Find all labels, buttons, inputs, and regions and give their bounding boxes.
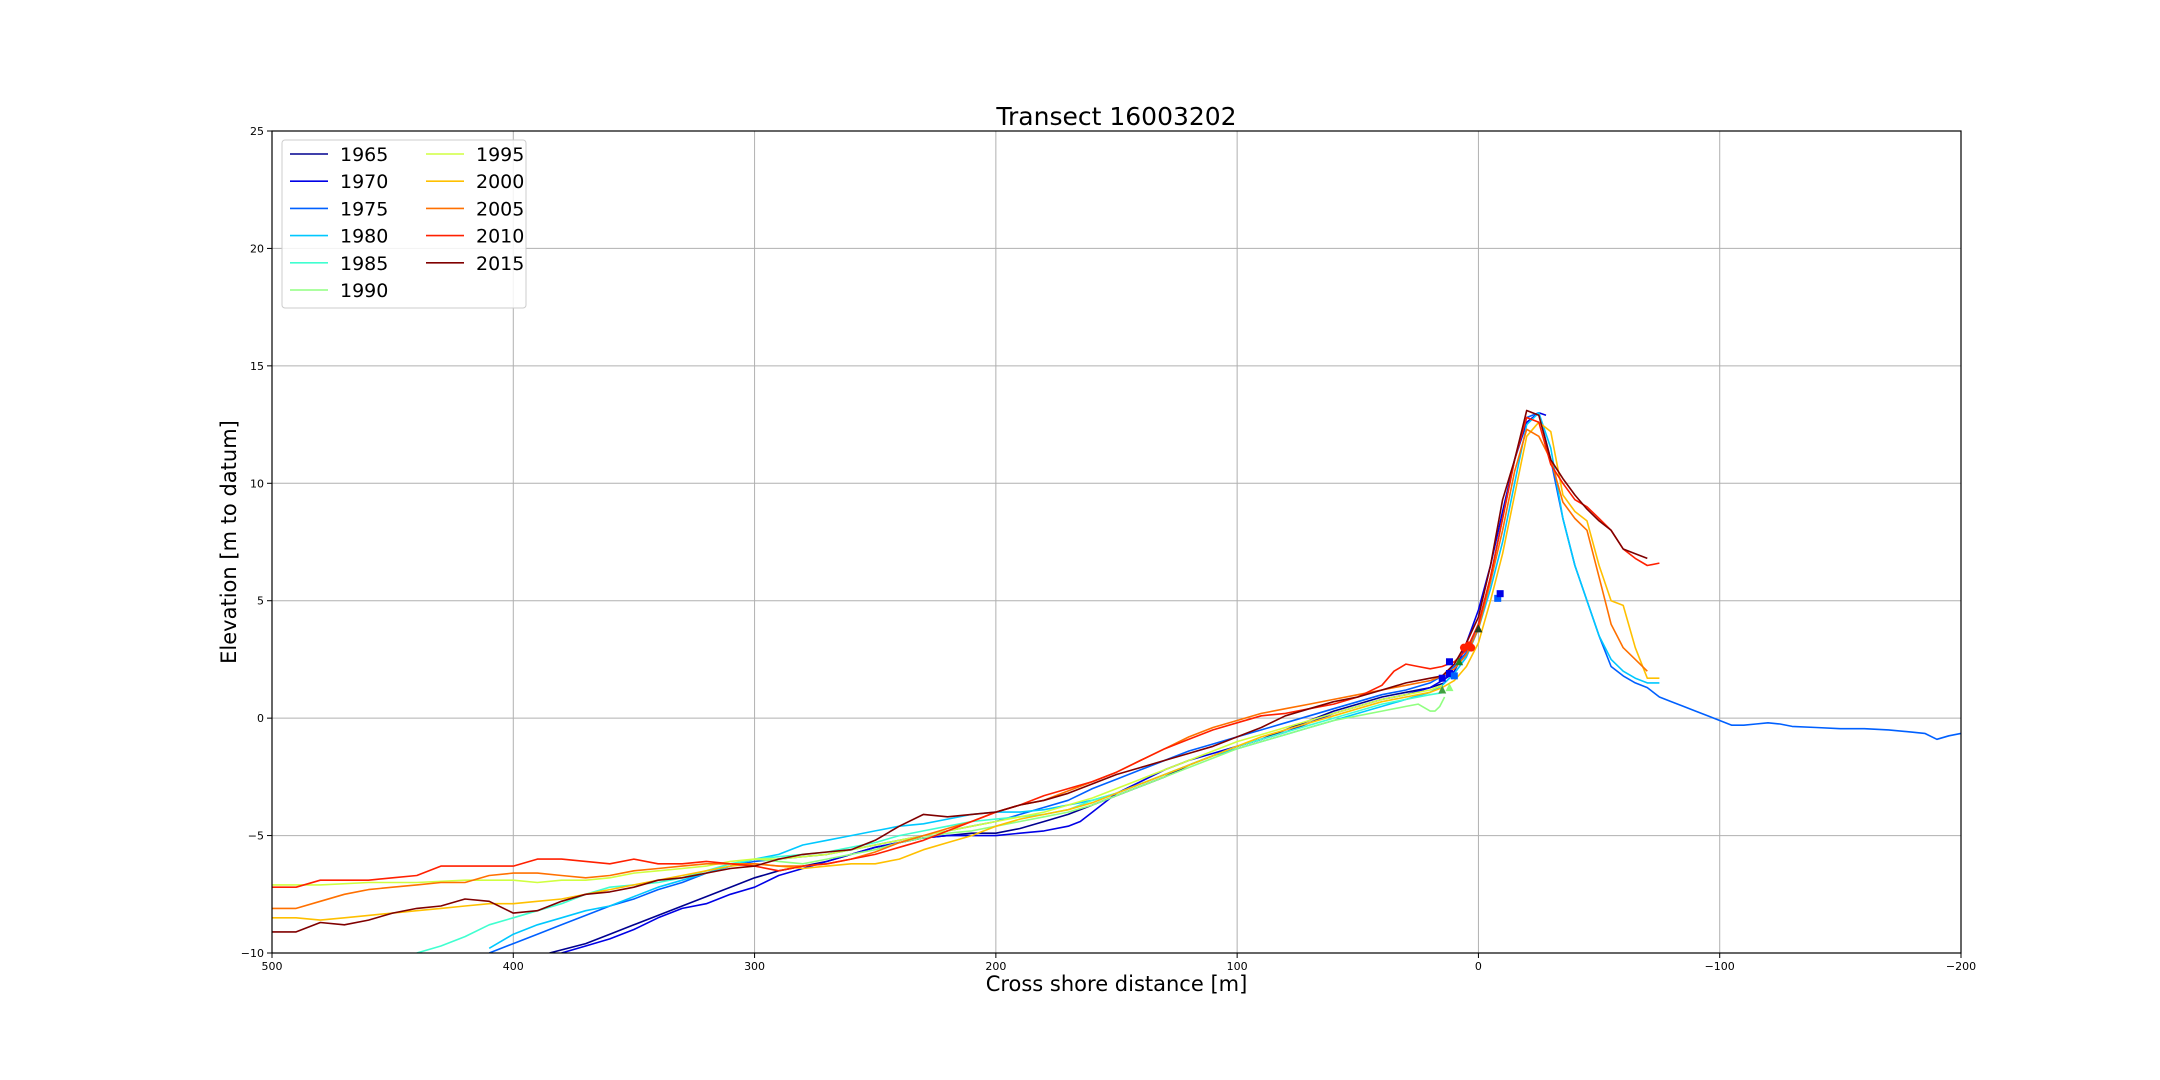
series-lines <box>272 409 1961 953</box>
legend-label: 1990 <box>340 280 388 302</box>
legend-label: 1965 <box>340 144 388 166</box>
legend-item-2010: 2010 <box>426 226 524 248</box>
x-tick-label: 100 <box>1227 960 1248 973</box>
y-ticks: −10 −5 0 5 10 15 20 25 <box>241 125 272 960</box>
series-line-2010 <box>272 416 1660 889</box>
legend-item-1965: 1965 <box>290 144 388 166</box>
legend-label: 2000 <box>476 171 524 193</box>
circle-marker <box>1464 641 1473 650</box>
grid <box>271 130 1962 954</box>
legend-label: 1975 <box>340 198 388 220</box>
series-line-2015 <box>272 409 1648 933</box>
x-tick-label: 400 <box>503 960 524 973</box>
legend-label: 2005 <box>476 198 524 220</box>
triangle-marker <box>1474 624 1483 633</box>
square-marker <box>1450 672 1458 680</box>
legend-item-1980: 1980 <box>290 226 388 248</box>
triangle-marker <box>1455 657 1464 666</box>
legend-item-1995: 1995 <box>426 144 524 166</box>
x-tick-label: −100 <box>1705 960 1735 973</box>
legend-label: 1985 <box>340 253 388 275</box>
triangle-marker <box>1445 683 1454 692</box>
y-tick-label: 5 <box>257 595 264 608</box>
y-tick-label: 25 <box>250 125 264 138</box>
legend-label: 1995 <box>476 144 524 166</box>
legend-item-2005: 2005 <box>426 198 524 220</box>
square-marker <box>1438 674 1446 682</box>
y-tick-label: 0 <box>257 712 264 725</box>
triangle-marker <box>1438 685 1447 694</box>
x-tick-label: 200 <box>985 960 1006 973</box>
y-tick-label: 10 <box>250 477 264 490</box>
y-tick-label: −5 <box>248 830 264 843</box>
legend-label: 1970 <box>340 171 388 193</box>
legend-label: 1980 <box>340 226 388 248</box>
legend-item-1975: 1975 <box>290 198 388 220</box>
square-marker <box>1445 658 1453 666</box>
legend-label: 2015 <box>476 253 524 275</box>
series-line-1990 <box>754 696 1446 865</box>
data-markers <box>1438 590 1504 694</box>
series-line-2000 <box>272 421 1660 921</box>
series-line-1965 <box>549 682 1445 953</box>
square-marker <box>1496 590 1504 598</box>
x-ticks: 500 400 300 200 100 0 −100 −200 <box>262 953 1976 973</box>
x-tick-label: 0 <box>1475 960 1482 973</box>
y-tick-label: 15 <box>250 360 264 373</box>
y-tick-label: 20 <box>250 242 264 255</box>
square-marker <box>1494 594 1502 602</box>
legend-item-1985: 1985 <box>290 253 388 275</box>
series-line-2005 <box>272 428 1648 910</box>
y-tick-label: −10 <box>241 947 264 960</box>
legend: 1965 1970 1975 1980 1985 1990 1995 2000 2005 2010… <box>281 139 527 309</box>
x-tick-label: 500 <box>262 960 283 973</box>
plot-frame <box>271 130 1962 954</box>
legend-box <box>281 139 527 309</box>
y-axis-label: Elevation [m to datum] <box>217 420 241 664</box>
chart-title: Transect 16003202 <box>995 102 1236 131</box>
legend-item-2015: 2015 <box>426 253 524 275</box>
x-tick-label: −200 <box>1946 960 1976 973</box>
square-marker <box>1445 670 1453 678</box>
legend-label: 2010 <box>476 226 524 248</box>
legend-item-2000: 2000 <box>426 171 524 193</box>
legend-item-1970: 1970 <box>290 171 388 193</box>
x-axis-label: Cross shore distance [m] <box>986 972 1248 996</box>
x-tick-label: 300 <box>744 960 765 973</box>
legend-item-1990: 1990 <box>290 280 388 302</box>
